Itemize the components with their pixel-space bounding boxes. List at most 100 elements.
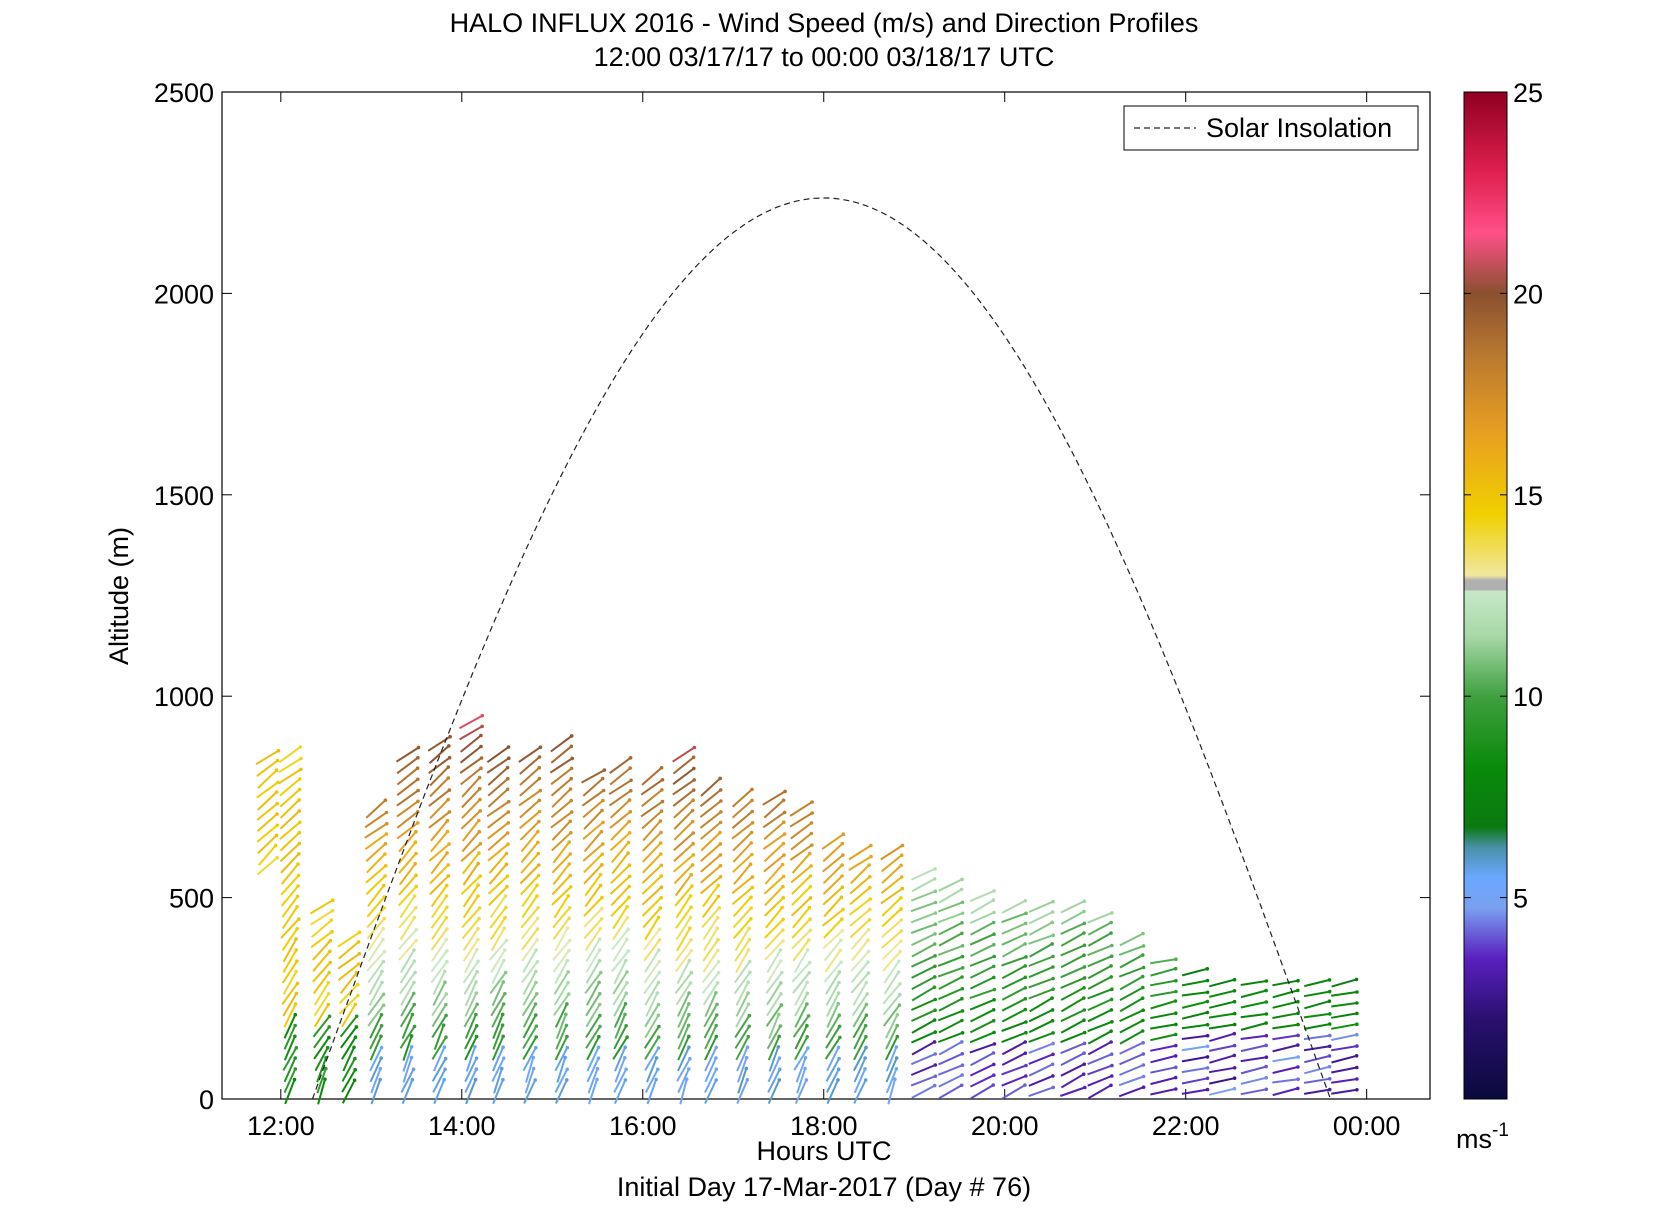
wind-arrow-head <box>1024 1030 1028 1035</box>
wind-arrow-head <box>623 1056 627 1060</box>
wind-arrow <box>611 852 629 875</box>
wind-arrow <box>824 1036 841 1060</box>
wind-arrow-head <box>1174 1065 1178 1070</box>
wind-arrow-head <box>1109 920 1113 925</box>
wind-arrow-head <box>1082 996 1086 1000</box>
wind-arrow-head <box>477 818 481 823</box>
wind-arrow-head <box>1264 1000 1269 1004</box>
wind-arrow-head <box>412 980 416 985</box>
wind-arrow <box>1208 1087 1235 1096</box>
wind-arrow-head <box>383 874 387 878</box>
wind-arrow-head <box>718 776 722 781</box>
wind-arrow-head <box>327 1014 332 1019</box>
wind-arrow-head <box>840 874 844 878</box>
wind-arrow-head <box>565 1045 570 1050</box>
wind-arrow <box>367 884 385 907</box>
wind-arrow-head <box>991 1008 996 1012</box>
wind-arrow-head <box>933 1008 937 1012</box>
wind-arrow-head <box>1174 989 1178 994</box>
wind-arrow-head <box>1081 1072 1086 1076</box>
wind-arrow-head <box>866 927 871 932</box>
wind-arrow-head <box>1082 965 1087 969</box>
wind-arrow-head <box>863 1023 868 1028</box>
wind-arrow-head <box>1109 975 1113 979</box>
wind-arrow <box>432 1068 446 1093</box>
wind-arrow <box>1119 1009 1144 1023</box>
wind-arrow-head <box>1082 1062 1086 1066</box>
wind-arrow-head <box>475 947 479 952</box>
wind-arrow <box>491 1003 505 1028</box>
wind-arrow-head <box>1109 931 1113 935</box>
wind-arrow <box>365 843 387 862</box>
wind-arrow-head <box>960 975 964 979</box>
wind-arrow-head <box>808 917 812 921</box>
wind-arrow <box>608 789 632 807</box>
wind-arrow <box>367 1004 385 1027</box>
wind-arrow-head <box>474 1024 479 1028</box>
wind-arrow <box>850 972 870 994</box>
wind-arrow <box>644 949 660 973</box>
wind-arrow-head <box>1050 1062 1055 1067</box>
wind-arrow <box>768 1046 780 1072</box>
wind-arrow <box>398 852 417 874</box>
wind-arrow-head <box>625 904 629 909</box>
wind-arrow-head <box>506 821 511 825</box>
wind-arrow <box>1272 1034 1299 1041</box>
wind-arrow-head <box>1050 920 1055 925</box>
wind-arrow-head <box>1141 1085 1146 1089</box>
wind-arrow <box>519 810 541 830</box>
wind-arrow-head <box>568 819 572 824</box>
wind-arrow-head <box>447 788 452 792</box>
wind-arrow-head <box>781 928 785 932</box>
wind-arrow-head <box>749 895 753 899</box>
wind-arrow <box>397 885 418 907</box>
wind-arrow-head <box>746 1034 751 1039</box>
wind-arrow <box>1150 1076 1176 1086</box>
wind-arrow <box>522 1025 538 1050</box>
wind-arrow <box>825 971 841 995</box>
wind-arrow-head <box>781 939 785 943</box>
wind-arrow-head <box>1264 1033 1269 1038</box>
wind-arrow <box>462 819 480 842</box>
wind-arrow <box>911 965 936 979</box>
wind-arrow <box>883 960 900 984</box>
wind-arrow-head <box>475 969 480 974</box>
wind-arrow <box>766 982 782 1006</box>
wind-arrow-head <box>474 991 479 995</box>
wind-arrow-head <box>1082 1030 1087 1035</box>
wind-arrow <box>1060 1009 1085 1023</box>
wind-arrow-head <box>863 1056 867 1060</box>
wind-arrow-head <box>600 852 604 856</box>
wind-arrow <box>850 929 870 950</box>
wind-arrow-head <box>627 831 632 835</box>
wind-arrow-head <box>991 1083 995 1087</box>
wind-arrow-head <box>1205 967 1210 971</box>
wind-arrow-head <box>895 1023 899 1028</box>
wind-arrow-head <box>535 927 540 931</box>
wind-arrow <box>431 917 448 941</box>
wind-arrow-head <box>687 991 691 995</box>
wind-arrow-head <box>718 863 723 868</box>
wind-arrow-head <box>1110 911 1114 915</box>
wind-arrow <box>463 1003 479 1028</box>
wind-arrow <box>365 865 387 884</box>
wind-arrow <box>938 921 963 936</box>
wind-arrow <box>1002 943 1026 958</box>
wind-arrow <box>822 875 843 895</box>
wind-arrow-head <box>444 1035 448 1039</box>
colorbar-unit: ms-1 <box>1456 1120 1509 1154</box>
wind-arrow-head <box>446 797 451 802</box>
wind-arrow-head <box>294 969 298 974</box>
wind-arrow-head <box>810 811 814 815</box>
wind-arrow <box>764 897 784 917</box>
wind-arrow <box>283 1057 297 1083</box>
wind-arrow <box>938 932 963 947</box>
wind-arrow-head <box>897 1003 902 1007</box>
wind-arrow-head <box>503 948 507 952</box>
wind-arrow-head <box>899 907 903 911</box>
wind-arrow-head <box>601 788 606 793</box>
wind-arrow-head <box>687 1002 691 1006</box>
wind-arrow-head <box>1023 1007 1028 1012</box>
wind-arrow-head <box>688 915 693 920</box>
wind-arrow <box>704 1046 718 1072</box>
